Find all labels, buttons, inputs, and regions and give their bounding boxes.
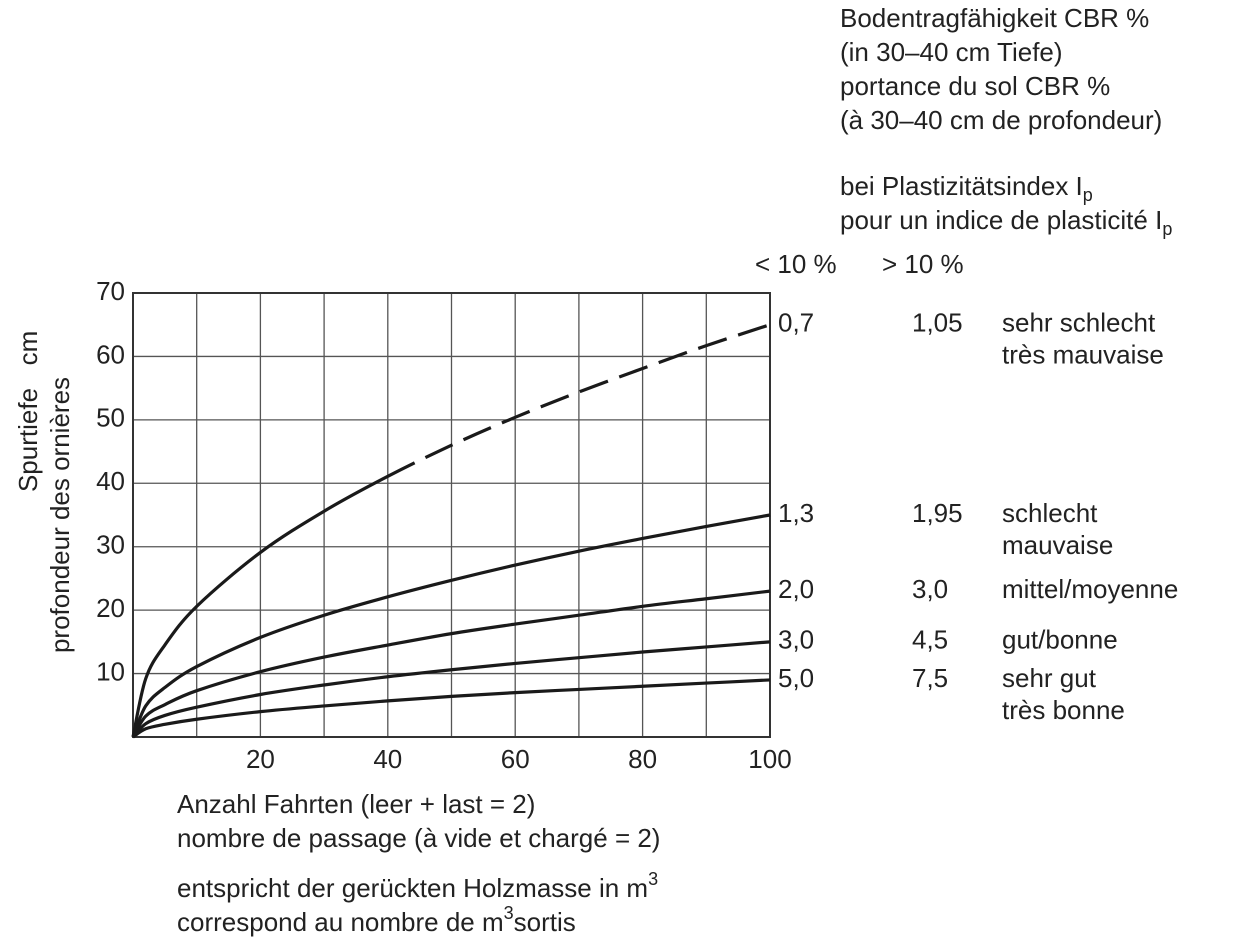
series-description: schlecht: [1002, 498, 1098, 528]
curve: [131, 513, 771, 738]
x-tick-label: 80: [628, 744, 657, 774]
curve: [131, 589, 771, 738]
series-ip-label: 7,5: [912, 663, 948, 693]
y-axis-label: profondeur des ornières: [45, 377, 75, 653]
x-tick-label: 20: [246, 744, 275, 774]
series-ip-label: 1,05: [912, 308, 963, 338]
legend-subtitle-sub: p: [1083, 185, 1093, 205]
legend-subtitle-text: bei Plastizitätsindex I: [840, 171, 1083, 201]
note-text: entspricht der gerückten Holzmasse in m: [177, 873, 648, 903]
note: entspricht der gerückten Holzmasse in m3: [177, 869, 658, 903]
series-label: 3,0: [778, 625, 814, 655]
y-tick-label: 30: [96, 530, 125, 560]
series-description: mauvaise: [1002, 530, 1113, 560]
y-tick-label: 60: [96, 339, 125, 369]
series-label: 1,3: [778, 498, 814, 528]
series-label: 2,0: [778, 574, 814, 604]
y-axis-label: Spurtiefe: [13, 388, 43, 492]
y-axis-unit: cm: [13, 331, 43, 366]
series-description: gut/bonne: [1002, 625, 1118, 655]
series-description: sehr gut: [1002, 663, 1097, 693]
note-text: correspond au nombre de m: [177, 907, 504, 937]
x-axis-label: nombre de passage (à vide et chargé = 2): [177, 823, 660, 853]
x-axis-label: Anzahl Fahrten (leer + last = 2): [177, 789, 535, 819]
series-description: mittel/moyenne: [1002, 574, 1178, 604]
curve: [131, 640, 771, 739]
series-ip-label: 1,95: [912, 498, 963, 528]
legend-title: portance du sol CBR %: [840, 71, 1110, 101]
column-header: < 10 %: [755, 249, 837, 279]
note-sup: 3: [504, 903, 514, 923]
y-tick-label: 10: [96, 656, 125, 686]
series-ip-label: 3,0: [912, 574, 948, 604]
series-description: sehr schlecht: [1002, 308, 1156, 338]
legend-subtitle: pour un indice de plasticité Ip: [840, 205, 1172, 239]
legend-subtitle-sub: p: [1162, 219, 1172, 239]
legend-title: (à 30–40 cm de profondeur): [840, 105, 1162, 135]
series-ip-label: 4,5: [912, 625, 948, 655]
legend-title: Bodentragfähigkeit CBR %: [840, 3, 1149, 33]
series-description: très bonne: [1002, 695, 1125, 725]
curve: [132, 678, 771, 739]
y-tick-label: 40: [96, 466, 125, 496]
series-label: 5,0: [778, 663, 814, 693]
x-tick-label: 100: [748, 744, 791, 774]
y-tick-label: 50: [96, 403, 125, 433]
legend-title: (in 30–40 cm Tiefe): [840, 37, 1063, 67]
x-tick-label: 60: [501, 744, 530, 774]
note-sup: 3: [648, 869, 658, 889]
curve: [131, 323, 771, 738]
note-text: sortis: [514, 907, 576, 937]
series-description: très mauvaise: [1002, 340, 1164, 370]
column-header: > 10 %: [882, 249, 964, 279]
note: correspond au nombre de m3sortis: [177, 903, 576, 937]
legend-subtitle: bei Plastizitätsindex Ip: [840, 171, 1093, 205]
y-tick-label: 20: [96, 593, 125, 623]
y-tick-label: 70: [96, 276, 125, 306]
x-tick-label: 40: [373, 744, 402, 774]
series-label: 0,7: [778, 308, 814, 338]
legend-subtitle-text: pour un indice de plasticité I: [840, 205, 1162, 235]
